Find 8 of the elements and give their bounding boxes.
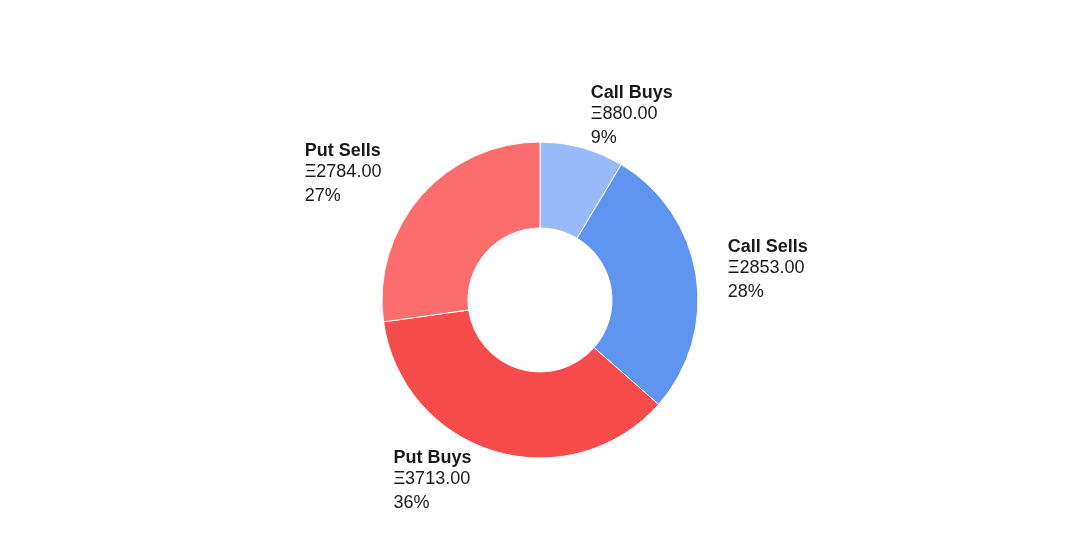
data-label: Ξ3713.00 36% [393, 467, 471, 512]
data-label: Ξ880.00 9% [590, 102, 658, 147]
slice-label: Put Buys [393, 446, 472, 467]
data-label: Ξ2784.00 27% [304, 161, 382, 206]
data-label: Ξ2853.00 28% [727, 256, 805, 301]
slice-label: Call Sells [727, 235, 808, 256]
slice-label: Put Sells [304, 140, 381, 161]
slice-label: Call Buys [590, 81, 673, 102]
